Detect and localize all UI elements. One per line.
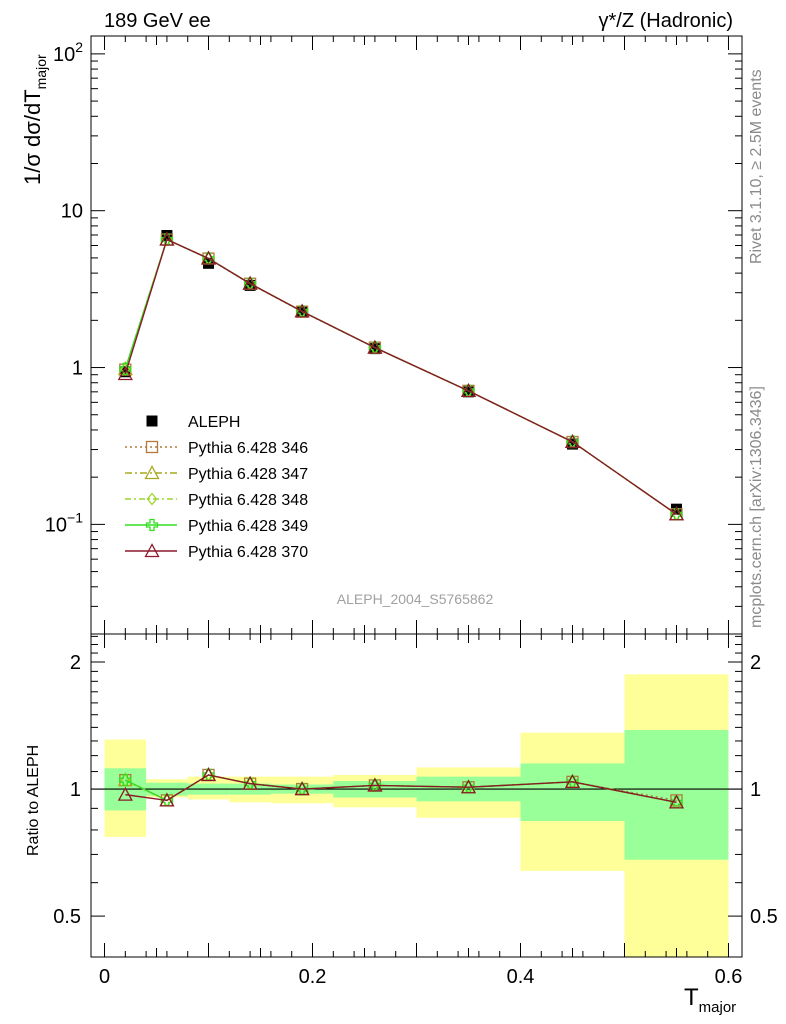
legend-label: Pythia 6.428 348: [188, 492, 308, 509]
ratio-y-axis-title: Ratio to ALEPH: [25, 745, 42, 856]
legend-label: ALEPH: [188, 414, 240, 431]
x-tick-label: 0.6: [715, 966, 743, 988]
main-data-point: [200, 250, 217, 265]
main-y-axis-title: 1/σ dσ/dTmajor: [20, 54, 49, 185]
main-data-point: [462, 386, 474, 398]
watermark-label: ALEPH_2004_S5765862: [337, 591, 494, 607]
ratio-data-point: [294, 781, 310, 796]
ratio-data-point: [367, 777, 383, 792]
main-y-tick-label: 102: [53, 39, 83, 66]
ratio-data-point: [159, 792, 175, 807]
ratio-data-point: [564, 773, 581, 789]
legend-entry: Pythia 6.428 370: [125, 543, 308, 561]
legend-entry: Pythia 6.428 346: [125, 440, 308, 457]
legend-marker: [145, 440, 159, 454]
ratio-series-line: [125, 774, 677, 804]
legend-marker: [145, 518, 159, 532]
x-axis-title: Tmajor: [684, 984, 736, 1016]
rivet-version-label: Rivet 3.1.10, ≥ 2.5M events: [748, 69, 765, 264]
ratio-data-point: [200, 767, 217, 782]
ratio-data-point: [242, 775, 258, 790]
main-data-point: [161, 229, 173, 241]
legend-label: Pythia 6.428 370: [188, 544, 308, 561]
main-data-point: [117, 366, 133, 381]
main-data-point: [294, 303, 310, 318]
ratio-series-4: [117, 767, 685, 809]
main-data-point: [566, 438, 578, 450]
legend-entry: Pythia 6.428 349: [125, 518, 308, 535]
legend-marker: [144, 543, 160, 558]
main-y-tick-label: 1: [72, 358, 83, 380]
svg-text:Tmajor: Tmajor: [684, 984, 736, 1016]
header-left-label: 189 GeV ee: [104, 10, 211, 32]
ratio-y-tick-label-right: 2: [750, 652, 761, 674]
legend-label: Pythia 6.428 346: [188, 440, 308, 457]
x-tick-label: 0.4: [507, 966, 535, 988]
ratio-y-tick-label-right: 0.5: [750, 906, 778, 928]
main-data-point: [159, 231, 175, 246]
main-data-point: [367, 339, 383, 354]
mcplots-source-label: mcplots.cern.ch [arXiv:1306.3436]: [748, 386, 765, 628]
ratio-data-point: [117, 786, 133, 801]
main-y-tick-label: 10−1: [45, 509, 83, 536]
main-y-tick-label: 10: [61, 201, 83, 223]
legend-marker: [146, 492, 158, 506]
svg-text:1/σ dσ/dTmajor: 1/σ dσ/dTmajor: [20, 54, 49, 185]
legend-entry: Pythia 6.428 347: [125, 465, 308, 483]
main-data-point: [244, 279, 256, 291]
x-tick-label: 0.2: [299, 966, 327, 988]
header-right-label: γ*/Z (Hadronic): [599, 10, 733, 32]
legend-marker: [146, 415, 158, 427]
x-tick-label: 0: [99, 966, 110, 988]
ratio-y-tick-label: 2: [70, 652, 81, 674]
ratio-y-tick-label-right: 1: [750, 779, 761, 801]
legend-label: Pythia 6.428 349: [188, 518, 308, 535]
legend-entry: ALEPH: [146, 414, 240, 431]
legend-entry: Pythia 6.428 348: [125, 492, 308, 509]
main-data-point: [242, 275, 258, 290]
ratio-stat-uncertainty-band: [520, 763, 625, 822]
legend-label: Pythia 6.428 347: [188, 466, 308, 483]
main-series-5: [117, 231, 685, 521]
main-data-point: [460, 383, 477, 398]
main-series-line: [124, 238, 677, 515]
ratio-data-point: [668, 794, 685, 809]
main-data-point: [564, 433, 581, 448]
legend-marker: [144, 465, 160, 480]
ratio-y-tick-label: 1: [70, 779, 81, 801]
main-data-point: [668, 506, 685, 521]
ratio-data-point: [460, 779, 477, 794]
main-data-point: [369, 343, 381, 355]
ratio-data-point: [119, 773, 132, 787]
ratio-y-tick-label: 0.5: [53, 906, 81, 928]
